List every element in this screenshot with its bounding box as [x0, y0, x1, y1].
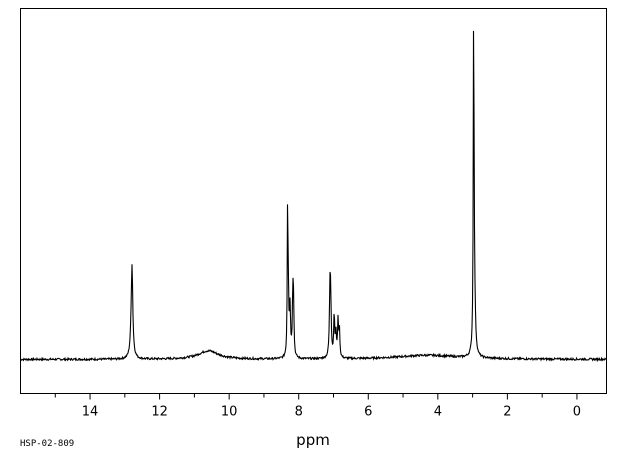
- plot-frame: [20, 8, 607, 394]
- x-tick-label: 12: [151, 405, 168, 420]
- x-axis-tick-labels: 14 12 10 8 6 4 2 0: [82, 405, 581, 420]
- x-tick-label: 6: [364, 405, 372, 420]
- x-tick-label: 4: [434, 405, 442, 420]
- spectrum-line: [20, 30, 607, 363]
- x-tick-label: 10: [221, 405, 238, 420]
- x-tick-label: 8: [295, 405, 303, 420]
- x-axis-ticks: [54, 393, 578, 400]
- x-tick-label: 0: [573, 405, 581, 420]
- x-tick-label: 2: [503, 405, 511, 420]
- x-axis-title: ppm: [296, 431, 330, 449]
- x-tick-label: 14: [82, 405, 99, 420]
- spectrum-code: HSP-02-809: [20, 439, 74, 449]
